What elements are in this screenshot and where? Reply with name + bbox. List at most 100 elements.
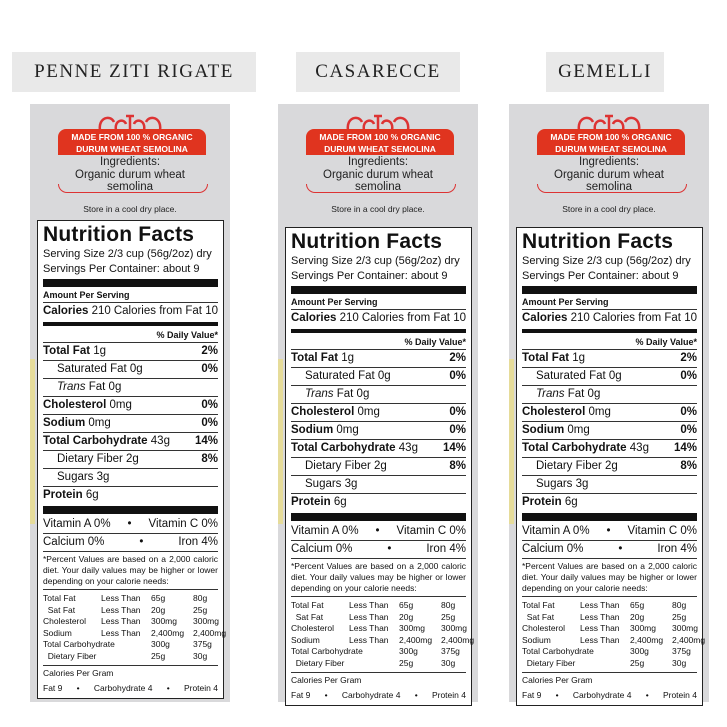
daily-table-cell: 20g — [630, 611, 645, 622]
daily-table-cell: Cholesterol — [43, 616, 86, 626]
calories-per-gram: Calories Per Gram — [43, 668, 114, 678]
nutrient-amount: 0mg — [357, 406, 380, 418]
nutrient-amount: 6g — [564, 496, 578, 508]
nutrient-daily-value: 2% — [680, 352, 697, 364]
nutrient-row: Dietary Fiber 2g 8% — [522, 457, 697, 475]
fat-per-gram: Fat 9 — [291, 690, 311, 700]
banner-line: DURUM WHEAT SEMOLINA — [324, 144, 436, 154]
crown-logo-icon — [577, 114, 641, 131]
daily-table-cell: 375g — [672, 646, 691, 656]
divider — [43, 665, 218, 666]
vitamin-right: Iron 4% — [178, 536, 218, 548]
nutrient-amount: 0g — [377, 370, 391, 382]
divider — [291, 558, 466, 559]
daily-table-cell: 25g — [630, 657, 645, 668]
nutrient-daily-value: 0% — [680, 370, 697, 382]
daily-table-cell — [349, 658, 399, 670]
nutrient-amount: 0mg — [336, 424, 359, 436]
vitamin-right: Vitamin C 0% — [148, 518, 218, 530]
servings-per-container: Servings Per Container: about 9 — [291, 270, 448, 282]
nutrient-daily-value: 0% — [201, 417, 218, 429]
ingredients-label: Ingredients: — [347, 156, 409, 168]
nutrient-row: Cholesterol 0mg 0% — [291, 403, 466, 421]
daily-table-cell: 30g — [441, 657, 456, 668]
nutrient-name: Cholesterol — [43, 399, 107, 411]
nutrient-row: Saturated Fat 0g 0% — [291, 367, 466, 385]
nutrient-name: Total Fat — [522, 352, 570, 364]
protein-per-gram: Protein 4 — [431, 690, 466, 700]
daily-table-cell — [580, 646, 630, 658]
fat-per-gram: Fat 9 — [522, 690, 542, 700]
nutrient-name: Sugars — [305, 478, 342, 490]
nutrient-row: Protein 6g — [522, 493, 697, 511]
organic-banner: MADE FROM 100 % ORGANIC DURUM WHEAT SEMOL… — [58, 129, 206, 155]
nutrient-daily-value: 14% — [673, 442, 697, 454]
per-gram-row: Fat 9 • Carbohydrate 4 • Protein 4 — [291, 688, 466, 703]
divider — [291, 672, 466, 673]
daily-table-cell: Less Than — [580, 623, 620, 633]
nutrient-row: Total Carbohydrate 43g 14% — [43, 432, 218, 450]
vitamin-row: Calcium 0% • Iron 4% — [522, 540, 697, 558]
vitamin-row: Calcium 0% • Iron 4% — [291, 540, 466, 558]
nutrient-daily-value: 0% — [449, 424, 466, 436]
daily-table-cell: Less Than — [101, 593, 141, 603]
daily-table-cell: 2,400mg — [630, 634, 664, 645]
daily-table-cell: Total Carbohydrate — [522, 646, 594, 656]
fat-per-gram: Fat 9 — [43, 683, 63, 693]
daily-table-cell: Dietary Fiber — [291, 657, 345, 668]
daily-table-cell — [349, 646, 399, 658]
thick-rule — [291, 513, 466, 521]
daily-table-cell: 300g — [399, 646, 418, 656]
amount-per-serving: Amount Per Serving — [522, 297, 609, 307]
servings-per-container: Servings Per Container: about 9 — [43, 263, 200, 275]
daily-table-cell: Less Than — [349, 623, 389, 633]
ingredients-text: Organic durum wheat semolina — [554, 168, 664, 194]
nutrition-facts-title: Nutrition Facts — [291, 230, 443, 253]
nutrient-row: Saturated Fat 0g 0% — [43, 360, 218, 378]
nutrient-row: Trans Fat 0g — [43, 378, 218, 396]
banner-line: MADE FROM 100 % ORGANIC — [550, 132, 672, 142]
daily-table-cell: 300g — [630, 646, 649, 656]
daily-table-cell: Less Than — [101, 616, 141, 626]
nutrient-name: Total Fat — [291, 352, 339, 364]
nutrient-amount: 1g — [93, 345, 107, 357]
nutrient-amount: 6g — [333, 496, 347, 508]
calories-from-fat: Calories from Fat 10 — [361, 312, 466, 324]
daily-table-cell: 300mg — [630, 623, 656, 633]
organic-banner: MADE FROM 100 % ORGANIC DURUM WHEAT SEMOL… — [537, 129, 685, 155]
daily-table-cell: 80g — [193, 593, 208, 603]
daily-table-cell: 375g — [441, 646, 460, 656]
nutrient-amount: 43g — [629, 442, 649, 454]
nutrient-amount: 0mg — [109, 399, 132, 411]
nutrition-facts-label: Nutrition Facts Serving Size 2/3 cup (56… — [37, 220, 226, 699]
vitamin-left: Calcium 0% — [522, 543, 584, 555]
daily-table-cell — [580, 658, 630, 670]
nutrient-amount: 3g — [96, 471, 110, 483]
nutrient-amount: 3g — [344, 478, 358, 490]
daily-table-cell: Total Fat — [522, 600, 555, 610]
daily-table-cell: 2,400mg — [441, 634, 475, 645]
calories-value: 210 — [91, 305, 111, 317]
bullet: • — [375, 525, 380, 537]
daily-table-cell: Less Than — [101, 627, 141, 638]
daily-value-header: % Daily Value* — [635, 337, 697, 347]
daily-table-cell: 300mg — [193, 616, 219, 626]
nutrient-row: Cholesterol 0mg 0% — [43, 396, 218, 414]
footnote: *Percent Values are based on a 2,000 cal… — [522, 561, 697, 593]
nutrient-amount: 2g — [605, 460, 618, 472]
daily-table-cell: 65g — [399, 600, 414, 610]
daily-table-cell: 65g — [630, 600, 645, 610]
nutrient-name: Total Carbohydrate — [291, 442, 396, 454]
nutrient-daily-value: 0% — [680, 406, 697, 418]
crown-logo-icon — [346, 114, 410, 131]
daily-table-cell: Total Fat — [291, 600, 324, 610]
nutrient-name: Dietary Fiber — [536, 460, 602, 472]
nutrient-amount: 0g — [608, 370, 622, 382]
daily-table-cell: Sodium — [43, 627, 72, 638]
calories-value: 210 — [339, 312, 359, 324]
daily-table-cell: 300mg — [399, 623, 425, 633]
footnote: *Percent Values are based on a 2,000 cal… — [291, 561, 466, 593]
bullet: • — [606, 525, 611, 537]
amount-per-serving: Amount Per Serving — [43, 290, 130, 300]
vitamin-right: Iron 4% — [426, 543, 466, 555]
